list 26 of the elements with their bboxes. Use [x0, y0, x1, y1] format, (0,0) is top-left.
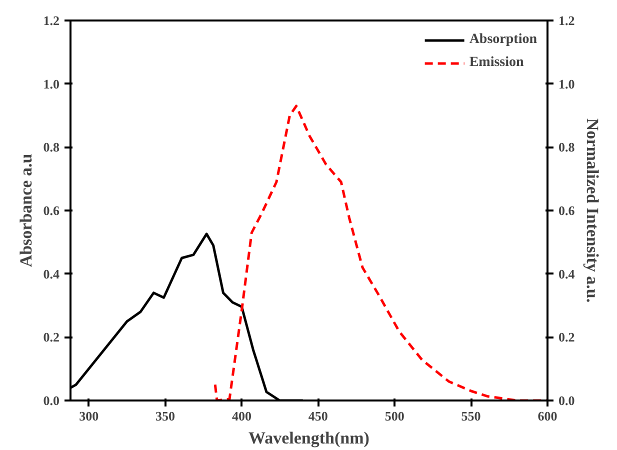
x-tick-label: 400 [232, 408, 252, 424]
x-tick-label: 450 [308, 408, 328, 424]
x-tick-label: 350 [156, 408, 176, 424]
legend-label: Absorption [469, 32, 537, 48]
y2-tick-label: 0.8 [558, 140, 576, 155]
x-tick-label: 500 [384, 408, 404, 424]
y2-tick-label: 0.0 [558, 393, 575, 408]
y2-axis-title: Normalized Intensity a.u. [582, 118, 602, 303]
y-tick-label: 0.4 [43, 266, 60, 282]
y-tick-label: 1.2 [43, 13, 60, 28]
x-tick-label: 300 [79, 408, 99, 424]
y-tick-label: 0.2 [43, 330, 60, 345]
x-tick-label: 600 [538, 408, 558, 424]
y2-tick-label: 1.0 [558, 76, 575, 92]
legend-label: Emission [469, 55, 524, 71]
y2-tick-label: 0.4 [558, 266, 576, 282]
y2-tick-label: 1.2 [558, 13, 575, 28]
y2-tick-label: 0.2 [558, 330, 575, 345]
x-axis-title: Wavelength(nm) [248, 428, 370, 448]
y-tick-label: 0.6 [43, 203, 60, 218]
y2-tick-label: 0.6 [558, 203, 576, 218]
y-axis-title: Absorbance a.u [16, 154, 36, 268]
y-tick-label: 0.0 [43, 393, 60, 408]
x-tick-label: 550 [461, 408, 481, 424]
y-tick-label: 1.0 [43, 76, 60, 92]
y-tick-label: 0.8 [43, 140, 60, 155]
